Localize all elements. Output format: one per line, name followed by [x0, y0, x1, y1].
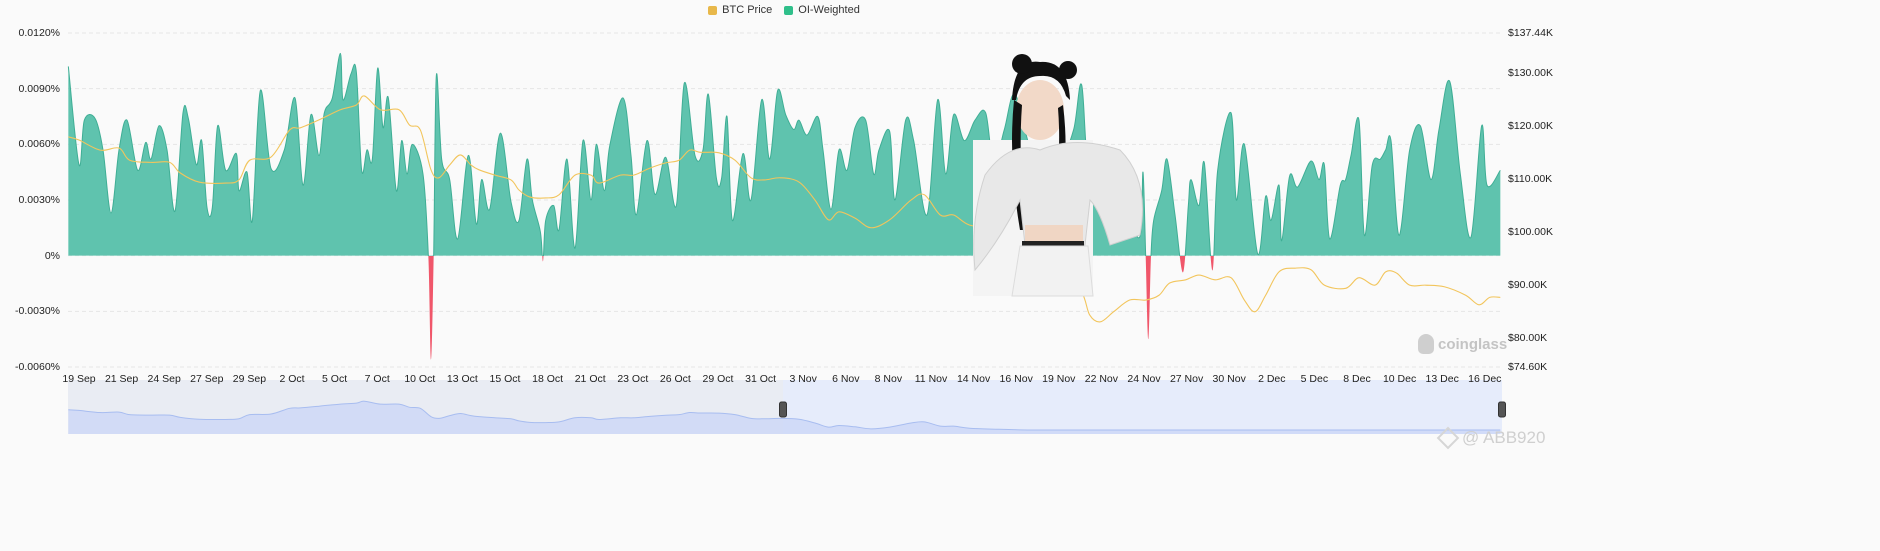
coinglass-watermark: coinglass: [1418, 334, 1507, 354]
x-tick-label: 13 Oct: [446, 373, 478, 385]
x-tick-label: 18 Oct: [532, 373, 564, 385]
x-tick-label: 15 Oct: [489, 373, 521, 385]
navigator-handle-left[interactable]: [779, 401, 787, 418]
y-right-tick-label: $90.00K: [1508, 279, 1548, 292]
x-tick-label: 21 Oct: [574, 373, 606, 385]
y-right-tick-label: $100.00K: [1508, 225, 1553, 238]
x-tick-label: 5 Dec: [1300, 373, 1329, 385]
x-tick-label: 24 Sep: [147, 373, 181, 385]
x-tick-label: 6 Nov: [832, 373, 860, 385]
x-tick-label: 27 Nov: [1169, 373, 1204, 385]
y-right-tick-label: $137.44K: [1508, 27, 1553, 39]
x-tick-label: 23 Oct: [617, 373, 649, 385]
x-tick-label: 16 Nov: [999, 373, 1033, 385]
legend-label: BTC Price: [722, 4, 773, 16]
y-left-tick-label: 0.0090%: [18, 82, 60, 95]
y-right-tick-label: $130.00K: [1508, 66, 1553, 79]
x-tick-label: 7 Oct: [364, 373, 390, 385]
legend-item-oi-weighted[interactable]: OI-Weighted: [784, 4, 860, 16]
btc-price-line: [68, 95, 1501, 323]
chart-legend: BTC Price OI-Weighted: [0, 4, 1568, 16]
x-tick-label: 2 Dec: [1258, 373, 1286, 385]
binance-logo-icon: [1436, 426, 1460, 450]
x-tick-label: 10 Dec: [1382, 373, 1417, 385]
x-tick-label: 21 Sep: [104, 373, 139, 385]
overlay-photo: [973, 54, 1143, 297]
x-tick-label: 10 Oct: [404, 373, 436, 385]
x-tick-label: 11 Nov: [914, 373, 948, 385]
navigator-area: [68, 401, 1501, 434]
y-left-tick-label: 0.0120%: [18, 27, 60, 39]
legend-label: OI-Weighted: [798, 4, 860, 16]
navigator-handle-right[interactable]: [1498, 401, 1506, 418]
y-right-tick-label: $80.00K: [1508, 332, 1548, 345]
btc-price-series: [68, 95, 1501, 323]
coinglass-logo-icon: [1418, 334, 1434, 354]
x-tick-label: 30 Nov: [1212, 373, 1246, 385]
positive-area-outline: [67, 52, 1501, 256]
legend-swatch-oi-weighted: [784, 5, 794, 15]
x-tick-label: 16 Dec: [1468, 373, 1502, 385]
y-left-tick-label: -0.0030%: [15, 305, 60, 318]
x-tick-label: 19 Nov: [1042, 373, 1076, 385]
y-right-tick-label: $120.00K: [1508, 119, 1553, 132]
oi-weighted-series: [67, 52, 1501, 360]
y-left-tick-label: -0.0060%: [15, 361, 60, 373]
x-tick-label: 2 Oct: [279, 373, 305, 385]
x-tick-label: 14 Nov: [956, 373, 991, 385]
x-tick-label: 8 Nov: [874, 373, 903, 385]
x-tick-label: 5 Oct: [322, 373, 348, 385]
legend-swatch-btc-price: [708, 5, 718, 15]
legend-item-btc-price[interactable]: BTC Price: [708, 4, 772, 16]
x-tick-label: 13 Dec: [1425, 373, 1459, 385]
x-tick-label: 22 Nov: [1084, 373, 1119, 385]
navigator-selected-window: [783, 380, 1502, 434]
handle-watermark: @ ABB920: [1436, 426, 1545, 450]
y-left-tick-label: 0%: [44, 249, 60, 262]
x-tick-label: 26 Oct: [659, 373, 691, 385]
x-tick-label: 31 Oct: [745, 373, 777, 385]
x-tick-label: 24 Nov: [1127, 373, 1161, 385]
x-tick-label: 29 Oct: [702, 373, 734, 385]
x-tick-label: 27 Sep: [190, 373, 224, 385]
x-tick-label: 19 Sep: [62, 373, 96, 385]
x-tick-label: 8 Dec: [1343, 373, 1371, 385]
y-right-tick-label: $110.00K: [1508, 172, 1553, 185]
y-left-tick-label: 0.0030%: [18, 194, 60, 206]
y-right-tick-label: $74.60K: [1508, 361, 1548, 373]
x-tick-label: 3 Nov: [789, 373, 817, 385]
x-tick-label: 29 Sep: [232, 373, 267, 385]
y-left-tick-label: 0.0060%: [18, 138, 60, 151]
navigator-line: [68, 400, 1501, 431]
